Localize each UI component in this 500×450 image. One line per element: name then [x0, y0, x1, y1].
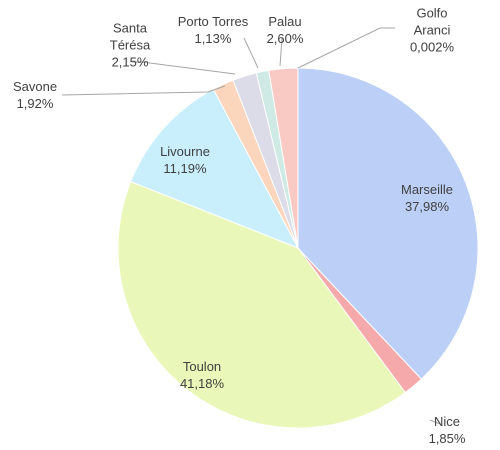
- leader-line: [429, 419, 441, 425]
- label-value: 41,18%: [179, 376, 225, 391]
- leader-line: [61, 85, 226, 96]
- label-value: 2,15%: [111, 54, 149, 70]
- label-name: Porto Torres: [177, 14, 249, 29]
- label-name: Santa Térésa: [109, 20, 151, 53]
- label-value: 2,60%: [266, 31, 304, 46]
- label-value: 1,92%: [16, 96, 54, 111]
- leader-lines: [61, 27, 441, 425]
- slice-label: Palau 2,60%: [267, 13, 304, 47]
- slice-label: Marseille 37,98%: [401, 181, 453, 215]
- slice-label: Porto Torres 1,13%: [178, 13, 249, 47]
- leader-line: [279, 37, 283, 67]
- leader-line: [243, 37, 259, 69]
- label-name: Marseille: [400, 182, 454, 197]
- label-value: 37,98%: [404, 199, 450, 214]
- label-name: Palau: [268, 14, 302, 29]
- label-value: 11,19%: [163, 161, 207, 176]
- slice-label: Livourne 11,19%: [160, 143, 210, 177]
- slice-label: Savone 1,92%: [13, 78, 57, 112]
- leader-line: [132, 61, 236, 75]
- slice-label: Nice 1,85%: [429, 413, 466, 447]
- label-value: 0,002%: [409, 39, 455, 55]
- slice-label: Golfo Aranci 0,002%: [398, 5, 466, 56]
- label-name: Golfo Aranci: [413, 5, 451, 38]
- label-name: Savone: [12, 79, 58, 94]
- pie-slice: [117, 180, 407, 429]
- label-name: Toulon: [182, 359, 222, 374]
- pie-slice: [130, 88, 300, 249]
- label-name: Livourne: [160, 144, 210, 159]
- slice-label: Toulon 41,18%: [180, 358, 224, 392]
- leader-line: [297, 27, 395, 69]
- slice-label: Santa Térésa 2,15%: [100, 20, 160, 71]
- pie-slice: [297, 67, 479, 380]
- label-value: 1,85%: [428, 431, 466, 446]
- label-value: 1,13%: [194, 31, 232, 46]
- label-name: Nice: [433, 414, 460, 429]
